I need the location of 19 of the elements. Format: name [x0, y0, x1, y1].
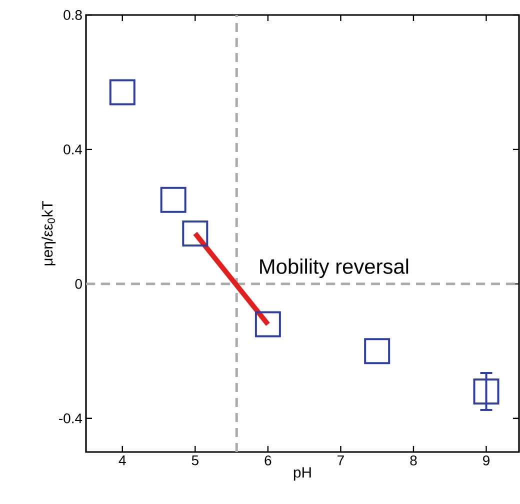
- x-tick-label: 8: [410, 456, 417, 466]
- x-tick-label: 4: [118, 456, 126, 466]
- annotation: Mobility reversal: [260, 258, 408, 278]
- y-tick-label: 0.4: [64, 144, 82, 154]
- x-tick-label: 6: [264, 456, 272, 466]
- point: [364, 338, 390, 364]
- x-tick-label: 5: [192, 456, 198, 466]
- point: [109, 79, 136, 106]
- y-tick-label: 0.8: [64, 10, 82, 20]
- x-axis-title: pH: [294, 467, 311, 481]
- x-tick-label: 9: [483, 456, 490, 466]
- y-tick-label: -0.4: [59, 413, 82, 424]
- point: [182, 220, 208, 246]
- point: [473, 378, 500, 404]
- y-axis-title: μeη/εε$_{0}$kT: [42, 201, 56, 266]
- point: [254, 311, 281, 338]
- x-tick-label: 7: [338, 456, 344, 466]
- y-tick-label: 0: [75, 278, 82, 289]
- point: [160, 186, 186, 213]
